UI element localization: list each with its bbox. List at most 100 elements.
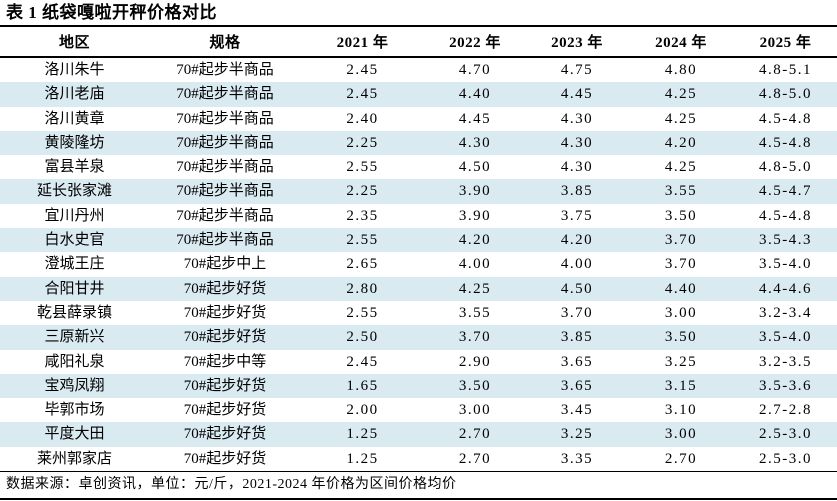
column-header-2024: 2024 年 xyxy=(655,35,707,51)
price-2024-cell: 3.55 xyxy=(664,183,698,200)
column-header-2025: 2025 年 xyxy=(759,35,812,51)
price-2021-cell: 2.50 xyxy=(346,329,379,346)
price-2022-cell: 3.00 xyxy=(458,402,492,419)
spec-cell: 70#起步半商品 xyxy=(176,159,274,176)
price-2022-cell: 3.90 xyxy=(458,183,492,200)
price-2024-cell: 4.20 xyxy=(664,134,698,151)
price-2023-cell: 4.50 xyxy=(560,280,594,297)
region-cell: 澄城王庄 xyxy=(44,256,105,273)
price-2023-cell: 3.75 xyxy=(560,207,594,224)
price-2021-cell: 2.55 xyxy=(346,304,379,321)
spec-cell: 70#起步半商品 xyxy=(176,183,274,200)
table-row: 宝鸡凤翔 70#起步好货 1.65 3.50 3.65 3.15 3.5-3.6 xyxy=(0,373,837,399)
region-cell: 平度大田 xyxy=(44,426,105,443)
table-row: 三原新兴 70#起步好货 2.50 3.70 3.85 3.50 3.5-4.0 xyxy=(0,325,837,350)
price-2023-cell: 3.85 xyxy=(560,329,594,346)
price-2023-cell: 3.25 xyxy=(560,426,594,443)
header-row: 地区 规格 2021 年 2022 年 2023 年 2024 年 2025 年 xyxy=(0,27,837,57)
price-2022-cell: 2.70 xyxy=(458,426,492,443)
price-2022-cell: 2.70 xyxy=(458,450,492,467)
price-2025-cell: 4.5-4.8 xyxy=(759,134,812,151)
region-cell: 三原新兴 xyxy=(44,329,105,346)
column-header-region: 地区 xyxy=(58,35,90,51)
region-cell: 莱州郭家店 xyxy=(36,450,112,467)
table-row: 延长张家滩 70#起步半商品 2.25 3.90 3.85 3.55 4.5-4.7 xyxy=(0,179,837,204)
price-2025-cell: 3.2-3.4 xyxy=(759,304,812,321)
price-2022-cell: 4.25 xyxy=(458,280,492,297)
column-header-spec: 规格 xyxy=(209,35,241,51)
table-row: 平度大田 70#起步好货 1.25 2.70 3.25 3.00 2.5-3.0 xyxy=(0,422,837,447)
price-2021-cell: 2.45 xyxy=(346,62,379,78)
spec-cell: 70#起步好货 xyxy=(183,304,267,321)
price-2025-cell: 4.5-4.7 xyxy=(759,183,812,200)
price-2021-cell: 2.40 xyxy=(346,110,379,127)
price-2025-cell: 2.7-2.8 xyxy=(759,402,812,419)
price-2022-cell: 2.90 xyxy=(458,353,492,370)
price-2025-cell: 3.2-3.5 xyxy=(759,353,812,370)
region-cell: 洛川朱牛 xyxy=(44,62,105,78)
column-header-2021: 2021 年 xyxy=(336,35,389,51)
table-row: 乾县薛录镇 70#起步好货 2.55 3.55 3.70 3.00 3.2-3.4 xyxy=(0,301,837,325)
price-2022-cell: 4.45 xyxy=(458,110,492,127)
region-cell: 宜川丹州 xyxy=(44,207,105,224)
price-2021-cell: 2.80 xyxy=(346,280,379,297)
price-2022-cell: 3.70 xyxy=(458,329,492,346)
price-2022-cell: 4.50 xyxy=(458,159,492,176)
table-row: 洛川朱牛 70#起步半商品 2.45 4.70 4.75 4.80 4.8-5.1 xyxy=(0,57,837,82)
price-2022-cell: 3.90 xyxy=(458,207,492,224)
price-2023-cell: 4.45 xyxy=(560,86,594,103)
price-2021-cell: 1.25 xyxy=(346,450,379,467)
price-2024-cell: 4.25 xyxy=(664,159,698,176)
price-2025-cell: 4.8-5.0 xyxy=(759,86,812,103)
column-header-2023: 2023 年 xyxy=(551,35,603,51)
price-2023-cell: 3.85 xyxy=(560,183,594,200)
price-2024-cell: 3.70 xyxy=(664,232,698,249)
spec-cell: 70#起步半商品 xyxy=(176,86,274,103)
price-2025-cell: 3.5-4.0 xyxy=(759,329,812,346)
spec-cell: 70#起步好货 xyxy=(183,402,267,419)
spec-cell: 70#起步好货 xyxy=(183,450,267,467)
region-cell: 咸阳礼泉 xyxy=(44,353,105,370)
price-2023-cell: 4.30 xyxy=(560,134,594,151)
spec-cell: 70#起步好货 xyxy=(183,329,267,346)
price-2021-cell: 2.25 xyxy=(346,183,379,200)
region-cell: 乾县薛录镇 xyxy=(36,304,112,321)
region-cell: 富县羊泉 xyxy=(44,159,105,176)
price-2023-cell: 4.30 xyxy=(560,110,594,127)
region-cell: 洛川老庙 xyxy=(44,86,105,103)
price-2023-cell: 3.45 xyxy=(560,402,594,419)
spec-cell: 70#起步半商品 xyxy=(176,62,274,78)
table-title: 表 1 纸袋嘎啦开秤价格对比 xyxy=(0,0,837,27)
price-2024-cell: 2.70 xyxy=(664,450,698,467)
price-2023-cell: 3.70 xyxy=(560,304,594,321)
price-2025-cell: 3.5-3.6 xyxy=(759,377,812,394)
price-2023-cell: 3.35 xyxy=(560,450,594,467)
price-2025-cell: 4.8-5.1 xyxy=(759,62,812,78)
price-2021-cell: 2.00 xyxy=(346,402,379,419)
spec-cell: 70#起步半商品 xyxy=(176,134,274,151)
price-2023-cell: 3.65 xyxy=(560,353,594,370)
price-2025-cell: 4.5-4.8 xyxy=(759,207,812,224)
region-cell: 毕郭市场 xyxy=(44,402,105,419)
price-2024-cell: 3.70 xyxy=(664,256,698,273)
price-2021-cell: 2.45 xyxy=(346,86,379,103)
price-2024-cell: 3.10 xyxy=(664,402,698,419)
table-row: 莱州郭家店 70#起步好货 1.25 2.70 3.35 2.70 2.5-3.0 xyxy=(0,447,837,471)
price-2023-cell: 4.75 xyxy=(560,62,594,78)
price-2025-cell: 3.5-4.3 xyxy=(759,232,812,249)
price-2022-cell: 4.20 xyxy=(458,232,492,249)
price-2025-cell: 4.5-4.8 xyxy=(759,110,812,127)
price-table: 地区 规格 2021 年 2022 年 2023 年 2024 年 2025 年… xyxy=(0,27,837,471)
table-row: 咸阳礼泉 70#起步中等 2.45 2.90 3.65 3.25 3.2-3.5 xyxy=(0,350,837,374)
price-2025-cell: 3.5-4.0 xyxy=(759,256,812,273)
price-2022-cell: 3.55 xyxy=(458,304,492,321)
table-row: 合阳甘井 70#起步好货 2.80 4.25 4.50 4.40 4.4-4.6 xyxy=(0,276,837,301)
region-cell: 黄陵隆坊 xyxy=(44,134,105,151)
price-2024-cell: 3.00 xyxy=(664,304,698,321)
price-2021-cell: 1.25 xyxy=(346,426,379,443)
price-2024-cell: 3.00 xyxy=(664,426,698,443)
price-2023-cell: 4.30 xyxy=(560,159,594,176)
table-row: 毕郭市场 70#起步好货 2.00 3.00 3.45 3.10 2.7-2.8 xyxy=(0,398,837,422)
region-cell: 白水史官 xyxy=(44,232,105,249)
